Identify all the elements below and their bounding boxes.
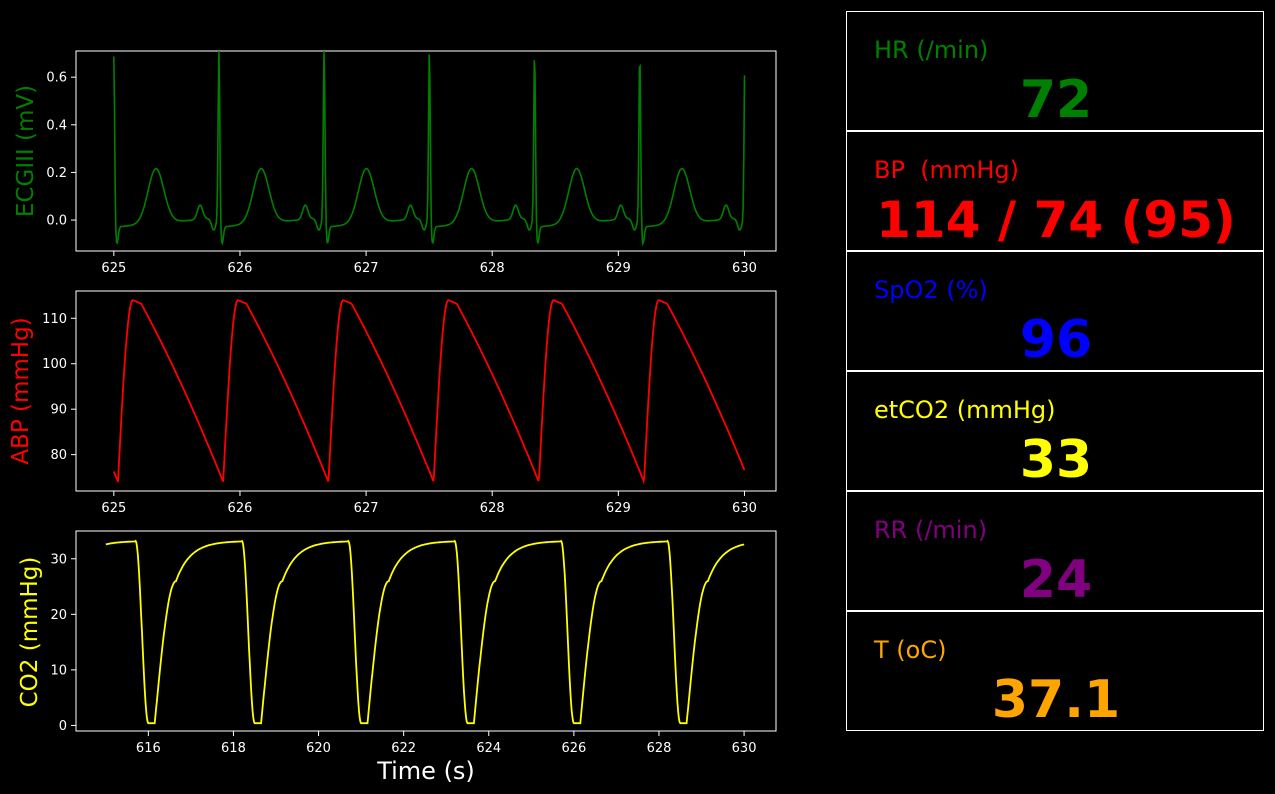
co2-trace-line — [105, 539, 745, 725]
hr-label: HR (/min) — [874, 36, 989, 64]
spo2-label: SpO2 (%) — [874, 276, 988, 304]
waveform-plots: 625 626 627 628 629 630 0.0 0.2 0.4 0.6 ECGIII (… — [8, 50, 777, 785]
co2-x-tick-label: 628 — [647, 741, 672, 756]
co2-x-axis: 616 618 620 622 624 626 628 630 — [136, 731, 757, 756]
hr-panel: HR (/min) 72 — [846, 11, 1264, 131]
abp-x-tick-label: 627 — [354, 501, 379, 516]
temp-panel: T (oC) 37.1 — [846, 611, 1264, 731]
bp-panel: BP (mmHg) 114 / 74 (95) — [846, 131, 1264, 251]
co2-y-tick-label: 30 — [50, 552, 67, 567]
temp-value: 37.1 — [991, 670, 1121, 730]
co2-y-axis-label: CO2 (mmHg) — [17, 557, 43, 708]
ecg-plot-frame — [75, 50, 777, 252]
rr-panel: RR (/min) 24 — [846, 491, 1264, 611]
abp-y-tick-label: 100 — [42, 357, 67, 372]
ecg-x-tick-label: 627 — [354, 261, 379, 276]
ecg-y-tick-label: 0.4 — [46, 118, 67, 133]
abp-y-tick-label: 90 — [50, 403, 67, 418]
co2-y-tick-label: 0 — [59, 719, 67, 734]
ecg-y-axis-label: ECGIII (mV) — [13, 85, 39, 217]
etco2-label: etCO2 (mmHg) — [874, 396, 1056, 424]
ecg-trace-line — [113, 50, 746, 247]
rr-value: 24 — [1019, 550, 1093, 610]
abp-y-tick-label: 110 — [42, 312, 67, 327]
abp-y-axis-label: ABP (mmHg) — [8, 317, 34, 464]
bp-value: 114 / 74 (95) — [876, 191, 1236, 249]
time-x-axis-label: Time (s) — [376, 757, 475, 785]
ecg-plot: 625 626 627 628 629 630 0.0 0.2 0.4 0.6 ECGIII (… — [13, 50, 777, 276]
abp-x-tick-label: 626 — [228, 501, 253, 516]
abp-x-axis: 625 626 627 628 629 630 — [101, 491, 757, 516]
co2-y-tick-label: 10 — [50, 663, 67, 678]
co2-x-tick-label: 624 — [476, 741, 501, 756]
hr-value: 72 — [1019, 70, 1093, 130]
co2-x-tick-label: 630 — [732, 741, 757, 756]
co2-plot-frame — [75, 530, 777, 732]
co2-x-tick-label: 620 — [306, 741, 331, 756]
ecg-y-tick-label: 0.2 — [46, 166, 67, 181]
ecg-y-tick-label: 0.6 — [46, 71, 67, 86]
bp-label: BP (mmHg) — [874, 156, 1019, 184]
abp-x-tick-label: 628 — [480, 501, 505, 516]
abp-plot-frame — [75, 290, 777, 492]
spo2-panel: SpO2 (%) 96 — [846, 251, 1264, 371]
abp-x-tick-label: 629 — [606, 501, 631, 516]
abp-x-tick-label: 630 — [732, 501, 757, 516]
abp-y-tick-label: 80 — [50, 448, 67, 463]
etco2-panel: etCO2 (mmHg) 33 — [846, 371, 1264, 491]
abp-plot: 625 626 627 628 629 630 80 90 100 110 ABP (mmHg) — [8, 290, 777, 516]
co2-plot: 616 618 620 622 624 626 628 630 0 10 20 30 CO2 (mm… — [17, 530, 777, 785]
ecg-x-tick-label: 626 — [228, 261, 253, 276]
abp-trace-line — [112, 299, 746, 485]
co2-x-tick-label: 616 — [136, 741, 161, 756]
co2-x-tick-label: 618 — [221, 741, 246, 756]
ecg-x-tick-label: 625 — [101, 261, 126, 276]
etco2-value: 33 — [1019, 430, 1093, 490]
rr-label: RR (/min) — [874, 516, 988, 544]
co2-y-axis: 0 10 20 30 — [50, 552, 76, 734]
ecg-x-tick-label: 630 — [732, 261, 757, 276]
abp-x-tick-label: 625 — [101, 501, 126, 516]
spo2-value: 96 — [1019, 310, 1093, 370]
ecg-x-tick-label: 628 — [480, 261, 505, 276]
co2-x-tick-label: 626 — [561, 741, 586, 756]
abp-y-axis: 80 90 100 110 — [42, 312, 76, 463]
ecg-x-axis: 625 626 627 628 629 630 — [101, 251, 757, 276]
ecg-y-axis: 0.0 0.2 0.4 0.6 — [46, 71, 76, 229]
co2-x-tick-label: 622 — [391, 741, 416, 756]
ecg-y-tick-label: 0.0 — [46, 214, 67, 229]
temp-label: T (oC) — [874, 636, 947, 664]
ecg-x-tick-label: 629 — [606, 261, 631, 276]
co2-y-tick-label: 20 — [50, 608, 67, 623]
